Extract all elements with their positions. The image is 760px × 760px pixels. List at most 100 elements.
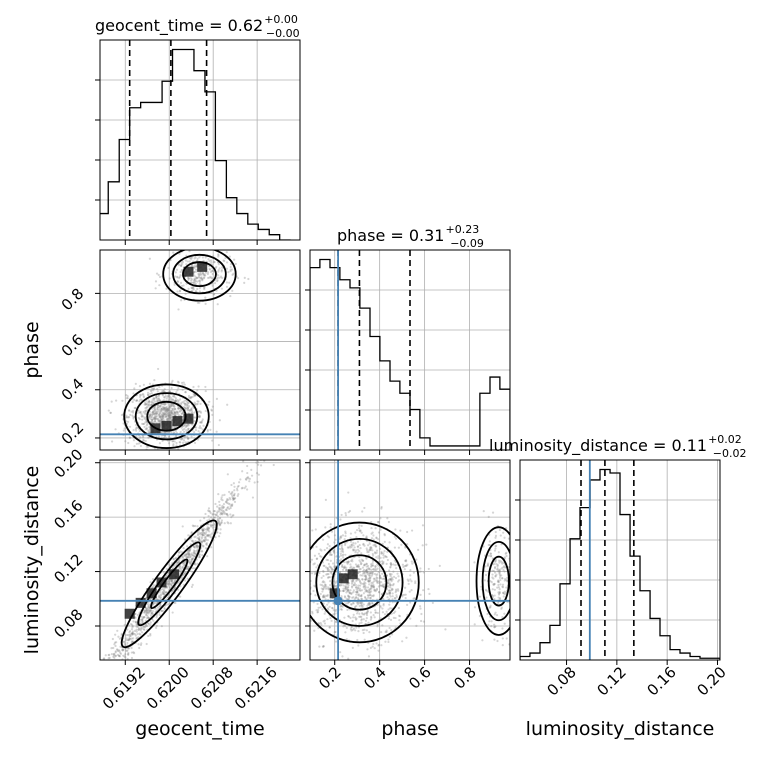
scatter-geocent-lumdist-scatter-point bbox=[160, 588, 163, 591]
scatter-phase-lumdist-scatter-point bbox=[356, 601, 360, 604]
scatter-geocent-lumdist-scatter-point bbox=[197, 545, 200, 548]
scatter-geocent-phase-scatter-point bbox=[174, 399, 177, 403]
scatter-geocent-lumdist-scatter-point bbox=[173, 586, 176, 590]
scatter-phase-lumdist-scatter-point bbox=[502, 566, 505, 569]
scatter-geocent-lumdist-scatter-point bbox=[220, 498, 223, 501]
scatter-geocent-phase-scatter-point bbox=[198, 280, 202, 283]
scatter-phase-lumdist-scatter-point bbox=[365, 562, 368, 565]
scatter-geocent-phase-scatter-point bbox=[169, 407, 172, 410]
scatter-geocent-lumdist-scatter-point bbox=[205, 543, 208, 546]
scatter-phase-lumdist-scatter-point bbox=[293, 562, 295, 564]
scatter-geocent-lumdist-scatter-point bbox=[182, 547, 185, 550]
scatter-phase-lumdist-scatter-point bbox=[365, 570, 368, 573]
scatter-phase-lumdist-contour bbox=[315, 538, 404, 627]
scatter-geocent-lumdist-scatter-point bbox=[162, 592, 166, 595]
scatter-geocent-lumdist-scatter-point bbox=[159, 596, 162, 599]
scatter-geocent-phase-scatter-point bbox=[171, 398, 174, 402]
scatter-phase-lumdist-scatter-point bbox=[322, 564, 325, 567]
scatter-geocent-lumdist-scatter-point bbox=[227, 502, 230, 505]
scatter-geocent-lumdist-scatter-point bbox=[93, 699, 95, 701]
scatter-phase-lumdist-scatter-point bbox=[315, 566, 318, 569]
scatter-geocent-phase-scatter-point bbox=[167, 409, 170, 412]
scatter-geocent-phase-scatter-point bbox=[184, 403, 187, 406]
scatter-geocent-lumdist-scatter-point bbox=[220, 519, 224, 522]
scatter-geocent-lumdist-scatter-point bbox=[126, 628, 129, 631]
scatter-phase-lumdist-scatter-point bbox=[389, 566, 392, 569]
scatter-geocent-phase-scatter-point bbox=[148, 400, 151, 403]
scatter-geocent-lumdist-scatter-point bbox=[185, 556, 189, 559]
scatter-phase-lumdist-scatter-point bbox=[501, 586, 505, 589]
scatter-phase-lumdist-scatter-point bbox=[360, 621, 363, 624]
scatter-geocent-phase-scatter-point bbox=[141, 418, 144, 421]
scatter-geocent-phase-scatter-point bbox=[195, 403, 198, 406]
scatter-phase-lumdist-scatter-point bbox=[339, 554, 342, 557]
scatter-geocent-phase-scatter-point bbox=[171, 440, 174, 443]
scatter-phase-lumdist-scatter-point bbox=[407, 579, 410, 583]
scatter-geocent-phase-scatter-point bbox=[134, 406, 137, 409]
scatter-phase-lumdist-scatter-point bbox=[397, 606, 400, 610]
scatter-geocent-lumdist-scatter-point bbox=[80, 697, 82, 699]
scatter-geocent-lumdist-density-cell bbox=[124, 608, 135, 619]
scatter-geocent-lumdist-scatter-point bbox=[144, 613, 148, 616]
scatter-phase-lumdist-scatter-point bbox=[315, 545, 318, 548]
scatter-geocent-phase-scatter-point bbox=[153, 397, 156, 400]
scatter-phase-lumdist-scatter-point bbox=[283, 586, 285, 588]
scatter-geocent-phase-scatter-point bbox=[173, 411, 176, 414]
scatter-geocent-lumdist-scatter-point bbox=[127, 639, 130, 642]
scatter-phase-lumdist-scatter-point bbox=[487, 554, 491, 557]
scatter-phase-lumdist-scatter-point bbox=[502, 568, 505, 572]
scatter-geocent-lumdist-scatter-point bbox=[131, 631, 134, 635]
scatter-phase-lumdist-scatter-point bbox=[322, 645, 325, 648]
scatter-geocent-lumdist-scatter-point bbox=[207, 528, 210, 531]
scatter-phase-lumdist-scatter-point bbox=[366, 648, 369, 651]
scatter-geocent-phase-scatter-point bbox=[133, 387, 136, 390]
scatter-phase-lumdist-scatter-point bbox=[370, 568, 373, 571]
scatter-phase-lumdist-scatter-point bbox=[313, 554, 317, 557]
scatter-geocent-lumdist-scatter-point bbox=[169, 583, 173, 586]
scatter-phase-lumdist-scatter-point bbox=[351, 646, 354, 649]
scatter-phase-lumdist-scatter-point bbox=[491, 588, 494, 591]
scatter-phase-lumdist-content bbox=[283, 460, 513, 660]
scatter-geocent-phase-scatter-point bbox=[169, 416, 172, 419]
scatter-phase-lumdist-scatter-point bbox=[358, 584, 362, 587]
scatter-phase-lumdist-scatter-point bbox=[404, 560, 408, 563]
scatter-phase-lumdist-scatter-point bbox=[498, 528, 501, 532]
scatter-geocent-lumdist-scatter-point bbox=[271, 453, 273, 455]
scatter-geocent-phase-scatter-point bbox=[206, 276, 210, 280]
scatter-geocent-phase-scatter-point bbox=[154, 420, 157, 423]
scatter-geocent-lumdist-scatter-point bbox=[112, 654, 116, 657]
scatter-phase-lumdist-scatter-point bbox=[351, 596, 354, 599]
scatter-geocent-lumdist-scatter-point bbox=[124, 643, 127, 647]
scatter-phase-lumdist-scatter-point bbox=[511, 624, 513, 626]
scatter-geocent-phase-scatter-point bbox=[154, 417, 157, 420]
ytick-label-ld-0.12: 0.12 bbox=[50, 550, 86, 586]
scatter-geocent-lumdist-scatter-point bbox=[202, 544, 205, 547]
scatter-geocent-lumdist-scatter-point bbox=[200, 537, 203, 540]
scatter-geocent-phase-scatter-point bbox=[135, 399, 138, 402]
scatter-phase-lumdist-scatter-point bbox=[371, 571, 374, 574]
scatter-geocent-lumdist-scatter-point bbox=[167, 580, 170, 583]
scatter-phase-lumdist-scatter-point bbox=[330, 553, 333, 556]
scatter-geocent-lumdist-scatter-point bbox=[126, 641, 129, 645]
scatter-phase-lumdist-scatter-point bbox=[368, 591, 371, 594]
scatter-phase-lumdist-scatter-point bbox=[322, 602, 325, 605]
scatter-geocent-phase-scatter-point bbox=[184, 259, 187, 262]
scatter-geocent-lumdist-scatter-point bbox=[230, 503, 233, 507]
scatter-geocent-phase-scatter-point bbox=[134, 407, 137, 410]
scatter-phase-lumdist-scatter-point bbox=[358, 615, 361, 618]
scatter-geocent-phase-scatter-point bbox=[181, 401, 185, 404]
scatter-phase-lumdist-scatter-point bbox=[356, 589, 359, 592]
scatter-phase-lumdist-scatter-point bbox=[391, 578, 394, 581]
scatter-geocent-phase-scatter-point bbox=[170, 411, 173, 414]
scatter-phase-lumdist-scatter-point bbox=[403, 593, 406, 596]
scatter-geocent-lumdist-scatter-point bbox=[144, 609, 148, 612]
scatter-phase-lumdist-scatter-point bbox=[369, 646, 372, 650]
scatter-phase-lumdist-scatter-point bbox=[511, 619, 513, 621]
scatter-geocent-phase-scatter-point bbox=[188, 250, 191, 253]
scatter-geocent-phase-scatter-point bbox=[110, 440, 114, 443]
scatter-geocent-lumdist-scatter-point bbox=[214, 523, 217, 527]
scatter-phase-lumdist-scatter-point bbox=[380, 505, 383, 509]
scatter-geocent-phase-scatter-point bbox=[196, 400, 199, 403]
scatter-geocent-lumdist-scatter-point bbox=[170, 580, 173, 583]
scatter-geocent-lumdist-scatter-point bbox=[162, 589, 165, 593]
